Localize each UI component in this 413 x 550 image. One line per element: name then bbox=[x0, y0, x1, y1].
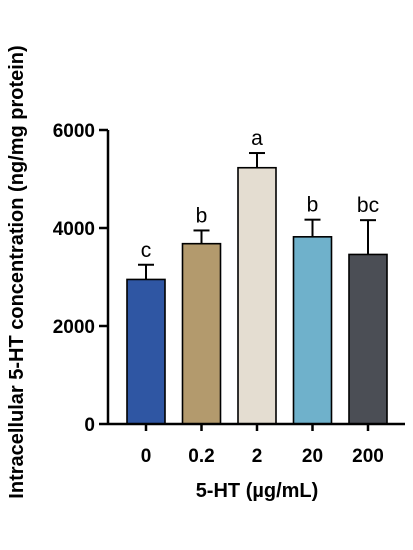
bar-20 bbox=[292, 236, 333, 425]
bar-2 bbox=[237, 166, 277, 425]
significance-label-200: bc bbox=[357, 194, 379, 217]
significance-label-0.2: b bbox=[196, 204, 208, 227]
significance-label-0: c bbox=[141, 239, 152, 262]
y-tick-label-0: 0 bbox=[84, 415, 95, 436]
y-tick-label-2000: 2000 bbox=[53, 317, 95, 338]
axes-layer bbox=[99, 128, 405, 431]
x-tick-label-20: 20 bbox=[302, 446, 323, 467]
y-axis-title: Intracellular 5-HT concentration (ng/mg … bbox=[6, 45, 28, 498]
bar-0.2 bbox=[181, 242, 222, 425]
bars-layer bbox=[126, 152, 388, 425]
x-axis-title: 5-HT (µg/mL) bbox=[196, 480, 319, 502]
x-tick-label-2: 2 bbox=[252, 446, 263, 467]
x-tick-label-0: 0 bbox=[141, 446, 152, 467]
y-tick-label-4000: 4000 bbox=[53, 219, 95, 240]
y-tick-label-6000: 6000 bbox=[53, 121, 95, 142]
significance-label-20: b bbox=[307, 194, 319, 217]
x-tick-label-0.2: 0.2 bbox=[188, 446, 214, 467]
bar-0 bbox=[126, 278, 166, 425]
significance-label-2: a bbox=[251, 127, 263, 150]
bar-200 bbox=[348, 253, 388, 425]
x-tick-label-200: 200 bbox=[352, 446, 384, 467]
